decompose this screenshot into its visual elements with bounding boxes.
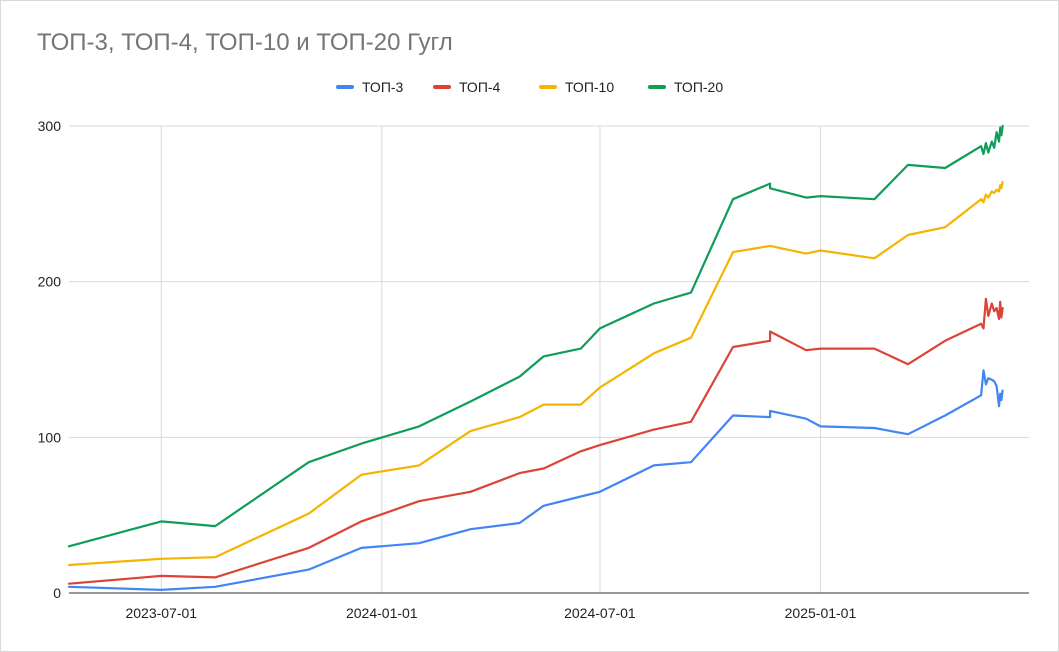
- legend-label-2: ТОП-10: [565, 79, 614, 95]
- y-tick-label-300: 300: [38, 118, 62, 134]
- x-tick-label-2024-01-01: 2024-01-01: [346, 605, 418, 621]
- series-line-2: [67, 180, 1004, 567]
- x-tick-label-2024-07-01: 2024-07-01: [564, 605, 636, 621]
- series-line-1: [67, 297, 1004, 585]
- x-tick-label-2023-07-01: 2023-07-01: [125, 605, 197, 621]
- y-tick-label-0: 0: [53, 585, 61, 601]
- legend-item-3: ТОП-20: [648, 79, 723, 95]
- legend-label-0: ТОП-3: [362, 79, 404, 95]
- y-tick-label-200: 200: [38, 274, 62, 290]
- legend-item-0: ТОП-3: [336, 79, 404, 95]
- legend: ТОП-3 ТОП-4 ТОП-10 ТОП-20: [336, 79, 723, 95]
- series-line-0: [67, 369, 1004, 592]
- series-line-3: [67, 124, 1004, 548]
- chart-title: ТОП-3, ТОП-4, ТОП-10 и ТОП-20 Гугл: [37, 29, 453, 56]
- legend-item-1: ТОП-4: [433, 79, 501, 95]
- y-tick-label-100: 100: [38, 429, 62, 445]
- legend-item-2: ТОП-10: [539, 79, 614, 95]
- x-tick-label-2025-01-01: 2025-01-01: [785, 605, 857, 621]
- legend-label-1: ТОП-4: [459, 79, 501, 95]
- legend-label-3: ТОП-20: [674, 79, 723, 95]
